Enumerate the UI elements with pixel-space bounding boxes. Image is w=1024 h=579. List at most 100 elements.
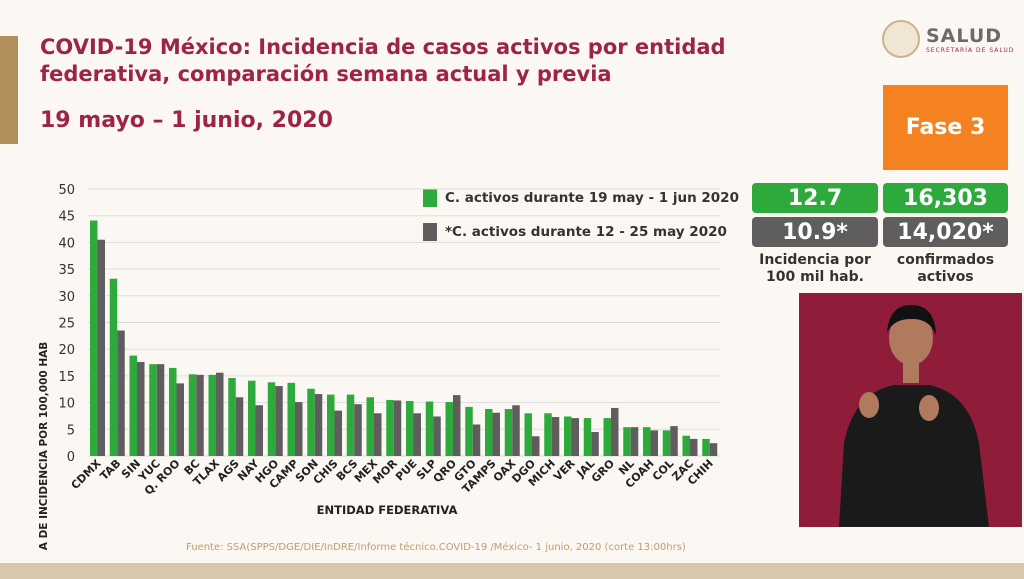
bar-previous-nay (255, 405, 264, 456)
active-current: 16,303 (883, 183, 1008, 213)
bar-previous-jal (591, 431, 599, 456)
bar-previous-son (314, 394, 323, 456)
decorative-side-bar (0, 36, 18, 144)
incidence-current: 12.7 (752, 183, 878, 213)
bar-previous-pue (413, 413, 422, 456)
bar-current-nay (248, 380, 256, 456)
bar-previous-dgo (532, 436, 540, 456)
y-tick-label: 5 (67, 423, 75, 438)
incidence-previous: 10.9* (752, 217, 878, 247)
bar-previous-coah (650, 430, 659, 456)
bar-previous-mich (551, 417, 560, 456)
x-axis-label: ENTIDAD FEDERATIVA (317, 503, 458, 517)
bar-current-pue (406, 400, 414, 456)
y-tick-label: 0 (67, 450, 75, 465)
active-previous: 14,020* (883, 217, 1008, 247)
bar-current-mor (386, 399, 394, 456)
bar-current-oax (504, 409, 513, 456)
y-tick-label: 10 (58, 397, 75, 412)
legend-swatch-current (423, 189, 437, 207)
bar-previous-hgo (275, 386, 283, 456)
bar-previous-bc (196, 374, 204, 456)
bar-current-mich (544, 413, 552, 456)
y-tick-label: 20 (58, 343, 75, 358)
bar-current-yuc (149, 364, 157, 456)
active-label: confirmados activos (896, 252, 995, 285)
bar-previous-zac (690, 438, 698, 456)
legend-label-current: C. activos durante 19 may - 1 jun 2020 (445, 190, 739, 206)
sign-language-interpreter-video (799, 293, 1022, 527)
bar-previous-oax (512, 405, 520, 456)
decorative-bottom-bar (0, 563, 1024, 579)
bar-previous-tab (117, 330, 125, 456)
bar-previous-gro (611, 407, 619, 456)
x-tick-label: GRO (589, 457, 617, 485)
x-tick-label: TAB (98, 457, 124, 483)
legend-label-previous: *C. activos durante 12 - 25 may 2020 (445, 224, 727, 240)
y-tick-label: 40 (58, 236, 75, 251)
bar-current-chih (702, 438, 710, 456)
bar-current-tlax (208, 374, 217, 456)
bar-current-chis (327, 394, 335, 456)
bar-current-hgo (267, 382, 276, 456)
bar-previous-bcs (354, 404, 362, 456)
logo-subtext: SECRETARÍA DE SALUD (926, 46, 1015, 54)
bar-previous-col (670, 426, 678, 456)
y-axis-label: TASA DE INCIDENCIA POR 100,000 HAB (38, 342, 50, 550)
bar-current-qro (445, 402, 454, 456)
bar-previous-qroo (176, 383, 185, 456)
bar-current-ver (564, 416, 572, 456)
bar-previous-slp (433, 416, 441, 456)
bar-previous-nl (630, 427, 639, 456)
bar-current-tab (109, 278, 118, 456)
bar-previous-mor (393, 400, 402, 456)
bar-current-ags (228, 378, 236, 456)
bar-current-coah (643, 427, 651, 456)
bar-previous-ver (571, 418, 580, 456)
bar-current-sin (129, 355, 138, 456)
bar-current-dgo (524, 413, 533, 456)
bar-previous-sin (137, 362, 145, 456)
legend-current: C. activos durante 19 may - 1 jun 2020 (423, 189, 739, 207)
bar-previous-qro (453, 395, 461, 456)
bar-current-zac (682, 435, 691, 456)
bar-current-camp (287, 382, 296, 456)
y-tick-label: 50 (58, 183, 75, 198)
bar-previous-chis (334, 410, 343, 456)
logo-text: SALUD (926, 24, 1003, 47)
bar-current-col (662, 430, 671, 456)
phase-badge: Fase 3 (883, 85, 1008, 170)
legend-swatch-previous (423, 223, 437, 241)
bar-previous-gto (472, 424, 481, 456)
bar-previous-yuc (156, 364, 165, 456)
bar-current-jal (583, 418, 592, 456)
interpreter-figure (839, 305, 989, 527)
bar-current-bcs (346, 394, 355, 456)
source-note: Fuente: SSA(SPPS/DGE/DIE/InDRE/Informe t… (186, 542, 686, 553)
bar-previous-ags (235, 397, 244, 456)
bar-current-slp (425, 401, 434, 456)
bar-previous-mex (374, 413, 382, 456)
y-tick-label: 15 (58, 370, 75, 385)
bar-current-nl (623, 427, 631, 456)
bar-previous-camp (295, 402, 303, 456)
y-tick-label: 30 (58, 290, 75, 305)
bar-current-gro (603, 418, 612, 456)
bar-current-tamps (485, 409, 493, 456)
bar-current-gto (465, 406, 473, 456)
bar-current-son (307, 388, 315, 456)
bar-current-qroo (169, 367, 177, 456)
bar-previous-tamps (492, 412, 501, 456)
y-tick-label: 45 (58, 210, 75, 225)
y-tick-label: 25 (58, 317, 75, 332)
bar-current-bc (188, 374, 197, 456)
bar-current-mex (366, 397, 375, 456)
bar-previous-chih (709, 443, 718, 456)
bar-previous-tlax (216, 372, 224, 456)
seal-icon (882, 20, 920, 58)
legend-previous: *C. activos durante 12 - 25 may 2020 (423, 223, 727, 241)
salud-logo: SALUD SECRETARÍA DE SALUD (882, 20, 1014, 58)
page-title: COVID-19 México: Incidencia de casos act… (40, 35, 726, 86)
date-range: 19 mayo – 1 junio, 2020 (40, 108, 333, 133)
